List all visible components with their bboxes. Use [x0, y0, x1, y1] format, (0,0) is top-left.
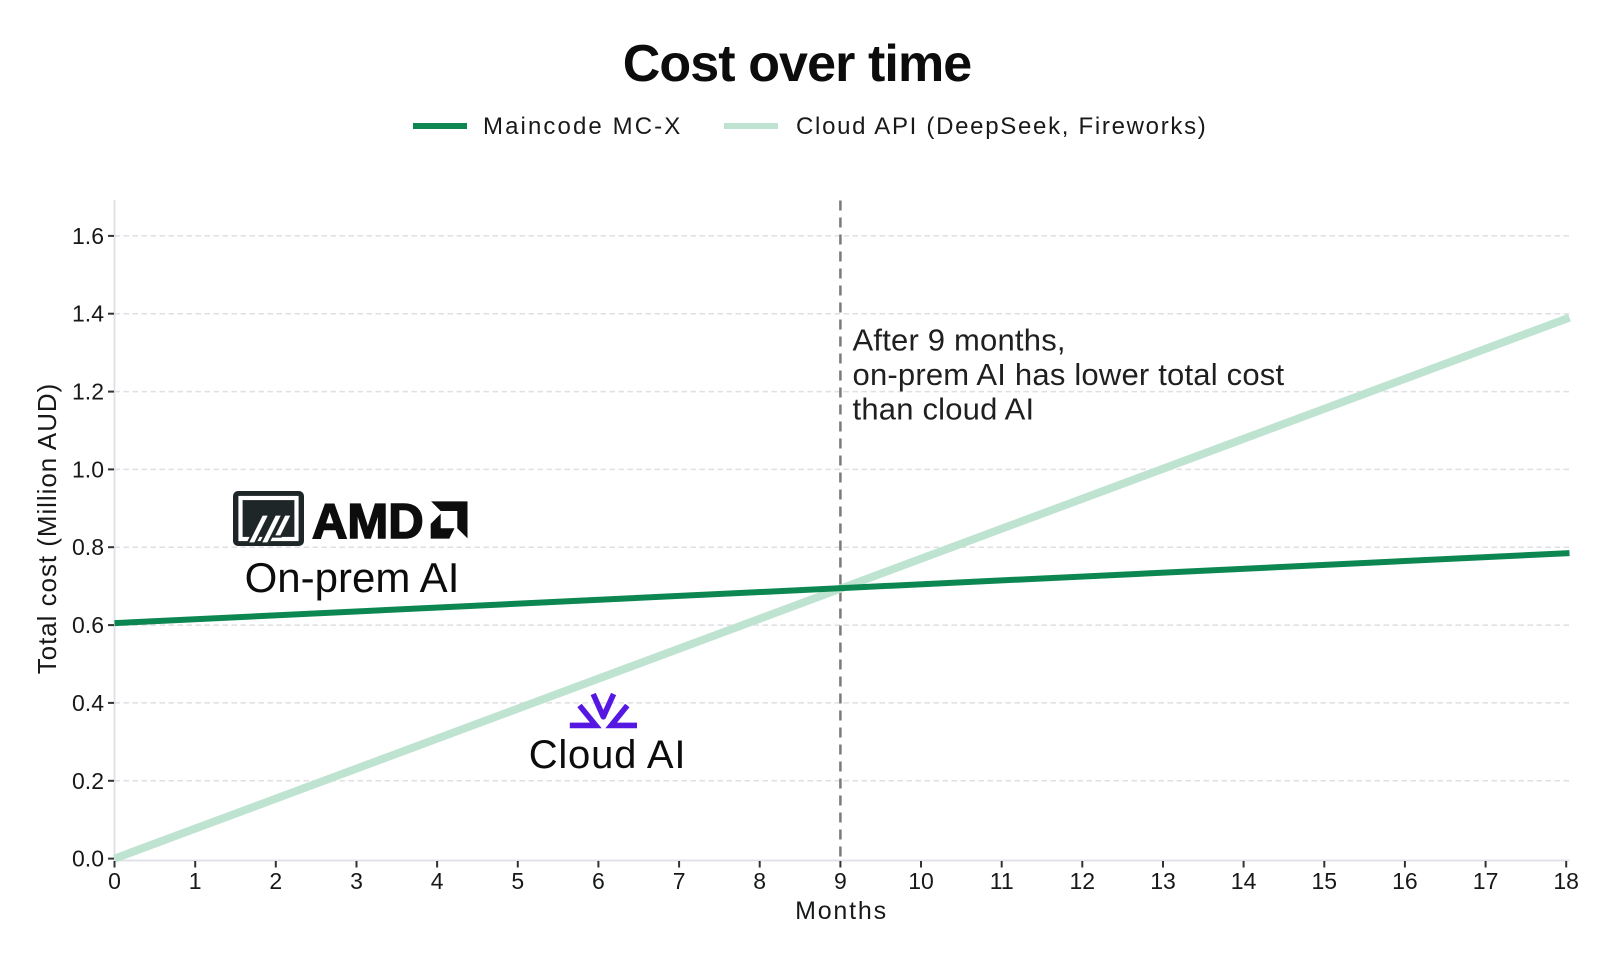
svg-text:2: 2 [269, 868, 282, 894]
svg-text:11: 11 [990, 868, 1014, 894]
svg-text:18: 18 [1553, 868, 1579, 894]
svg-text:0.0: 0.0 [72, 846, 104, 872]
svg-text:0.8: 0.8 [72, 534, 104, 560]
svg-text:3: 3 [350, 868, 363, 894]
svg-text:15: 15 [1312, 868, 1338, 894]
svg-text:9: 9 [834, 868, 847, 894]
svg-text:14: 14 [1231, 868, 1257, 894]
svg-text:Cloud AI: Cloud AI [529, 733, 687, 777]
svg-text:7: 7 [673, 868, 686, 894]
svg-text:Total cost (Million AUD): Total cost (Million AUD) [32, 383, 62, 675]
svg-text:On-prem AI: On-prem AI [245, 554, 460, 601]
svg-text:12: 12 [1070, 868, 1096, 894]
svg-text:1.6: 1.6 [72, 223, 104, 249]
svg-text:6: 6 [592, 868, 605, 894]
svg-text:8: 8 [753, 868, 766, 894]
svg-text:10: 10 [908, 868, 934, 894]
svg-text:0: 0 [108, 868, 121, 894]
svg-text:on-prem AI has lower total cos: on-prem AI has lower total cost [853, 357, 1285, 392]
svg-text:13: 13 [1150, 868, 1176, 894]
svg-text:1: 1 [189, 868, 202, 894]
svg-text:Maincode MC-X: Maincode MC-X [483, 113, 682, 140]
svg-text:0.6: 0.6 [72, 612, 104, 638]
svg-text:Months: Months [795, 897, 888, 925]
svg-text:16: 16 [1392, 868, 1418, 894]
svg-text:4: 4 [431, 868, 444, 894]
svg-text:AMD: AMD [312, 495, 424, 549]
svg-text:Cloud API (DeepSeek, Fireworks: Cloud API (DeepSeek, Fireworks) [796, 113, 1208, 140]
svg-text:Cost over time: Cost over time [623, 35, 972, 93]
svg-text:After 9 months,: After 9 months, [853, 323, 1066, 358]
svg-text:1.0: 1.0 [72, 456, 104, 482]
svg-text:1.4: 1.4 [72, 301, 104, 327]
svg-text:5: 5 [511, 868, 524, 894]
svg-text:17: 17 [1473, 868, 1499, 894]
svg-text:0.2: 0.2 [72, 768, 104, 794]
svg-text:0.4: 0.4 [72, 690, 104, 716]
svg-text:than cloud AI: than cloud AI [853, 392, 1035, 427]
svg-text:1.2: 1.2 [72, 379, 104, 405]
